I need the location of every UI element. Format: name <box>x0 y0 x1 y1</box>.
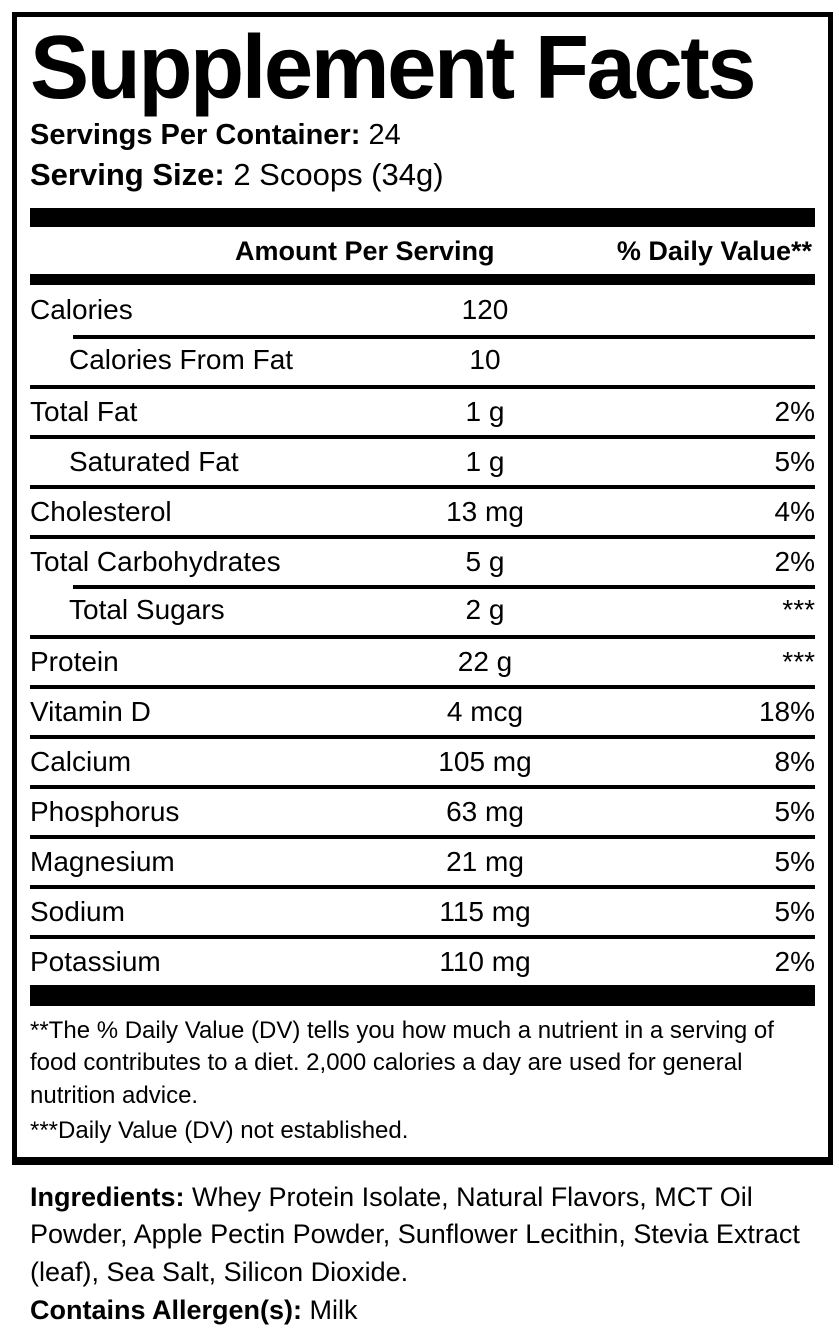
allergen-text: Milk <box>309 1294 358 1325</box>
nutrient-row-potassium: Potassium 110 mg 2% <box>30 934 815 985</box>
footnotes: **The % Daily Value (DV) tells you how m… <box>30 1015 815 1149</box>
nutrient-row-calories: Calories 120 <box>30 293 509 325</box>
not-established-footnote: ***Daily Value (DV) not established. <box>30 1117 409 1145</box>
allergen-line: Contains Allergen(s): Milk <box>30 1292 822 1329</box>
servings-per-container-value: 24 <box>368 118 401 151</box>
allergen-label: Contains Allergen(s): <box>30 1294 303 1325</box>
servings-per-container-line: Servings Per Container: 24 <box>30 119 815 152</box>
nutrient-row-saturated-fat: Saturated Fat 1 g 5% <box>30 434 815 485</box>
panel-title: Supplement Facts <box>30 18 757 118</box>
ingredients-section: Ingredients: Whey Protein Isolate, Natur… <box>30 1179 822 1329</box>
nutrient-row-protein: Protein 22 g *** <box>30 634 815 685</box>
divider-header <box>30 273 815 285</box>
nutrient-row-phosphorus: Phosphorus 63 mg 5% <box>30 784 815 835</box>
nutrient-row-total-carbohydrates: Total Carbohydrates 5 g 2% <box>30 534 815 585</box>
serving-size-label: Serving Size: <box>30 156 225 192</box>
nutrient-row-calories-from-fat: Calories From Fat 10 <box>30 334 815 385</box>
nutrient-row-vitamin-d: Vitamin D 4 mcg 18% <box>30 684 815 735</box>
divider-thick-bottom <box>30 984 815 1006</box>
serving-size-line: Serving Size: 2 Scoops (34g) <box>30 157 815 193</box>
nutrient-row-calcium: Calcium 105 mg 8% <box>30 734 815 785</box>
table-header: Amount Per Serving % Daily Value** <box>30 227 815 274</box>
ingredients-label: Ingredients: <box>30 1182 185 1212</box>
serving-size-value: 2 Scoops (34g) <box>233 156 444 192</box>
servings-per-container-label: Servings Per Container: <box>30 118 361 151</box>
nutrient-table: Calories 120 Calories From Fat 10 Total … <box>30 285 815 985</box>
nutrient-row-sodium: Sodium 115 mg 5% <box>30 884 815 935</box>
daily-value-footnote: **The % Daily Value (DV) tells you how m… <box>30 1016 774 1110</box>
daily-value-header: % Daily Value** <box>616 235 812 266</box>
amount-per-serving-header: Amount Per Serving <box>235 235 495 266</box>
nutrient-row-total-fat: Total Fat 1 g 2% <box>30 384 815 435</box>
ingredients-line: Ingredients: Whey Protein Isolate, Natur… <box>30 1179 822 1291</box>
nutrient-row-total-sugars: Total Sugars 2 g *** <box>30 584 815 635</box>
nutrient-row-magnesium: Magnesium 21 mg 5% <box>30 834 815 885</box>
nutrient-row-cholesterol: Cholesterol 13 mg 4% <box>30 484 815 535</box>
supplement-facts-panel: Supplement Facts Servings Per Container:… <box>12 12 833 1165</box>
divider-thick-top <box>30 207 815 227</box>
